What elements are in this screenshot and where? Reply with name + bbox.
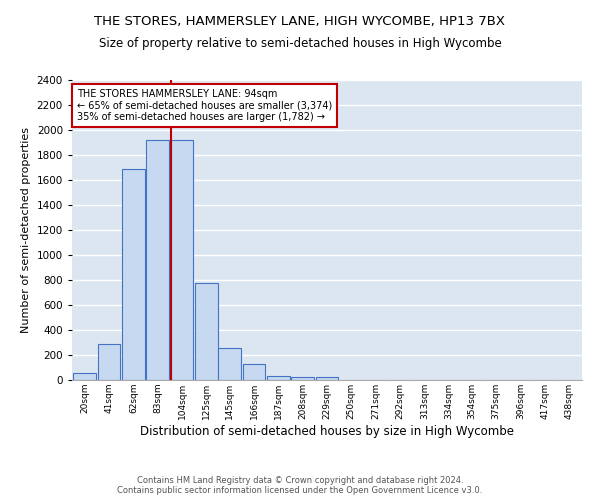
Y-axis label: Number of semi-detached properties: Number of semi-detached properties xyxy=(21,127,31,333)
Text: THE STORES HAMMERSLEY LANE: 94sqm
← 65% of semi-detached houses are smaller (3,3: THE STORES HAMMERSLEY LANE: 94sqm ← 65% … xyxy=(77,89,332,122)
Bar xyxy=(195,283,218,380)
Bar xyxy=(73,373,96,380)
Bar xyxy=(218,348,241,380)
Text: Contains public sector information licensed under the Open Government Licence v3: Contains public sector information licen… xyxy=(118,486,482,495)
Bar xyxy=(122,170,145,380)
Bar xyxy=(98,344,121,380)
Text: Contains HM Land Registry data © Crown copyright and database right 2024.: Contains HM Land Registry data © Crown c… xyxy=(137,476,463,485)
Bar xyxy=(171,140,193,380)
Bar xyxy=(316,377,338,380)
Bar xyxy=(146,140,169,380)
Bar xyxy=(292,377,314,380)
X-axis label: Distribution of semi-detached houses by size in High Wycombe: Distribution of semi-detached houses by … xyxy=(140,424,514,438)
Text: THE STORES, HAMMERSLEY LANE, HIGH WYCOMBE, HP13 7BX: THE STORES, HAMMERSLEY LANE, HIGH WYCOMB… xyxy=(95,15,505,28)
Text: Size of property relative to semi-detached houses in High Wycombe: Size of property relative to semi-detach… xyxy=(98,38,502,51)
Bar xyxy=(267,376,290,380)
Bar xyxy=(242,364,265,380)
